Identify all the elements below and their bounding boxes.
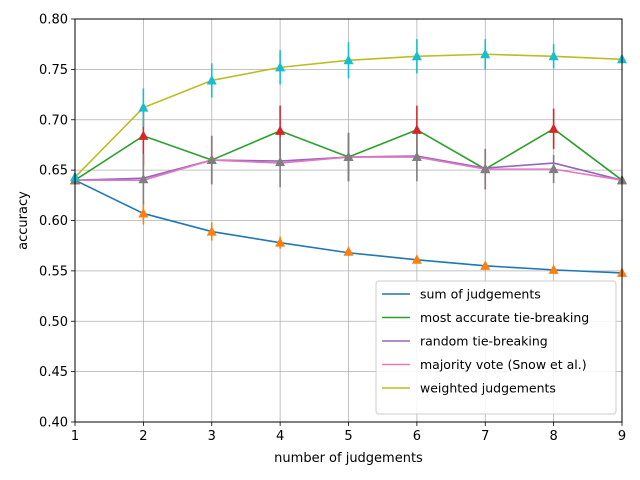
x-tick-label: 1: [71, 429, 79, 444]
data-point-marker: [411, 50, 422, 61]
y-tick-label: 0.65: [39, 164, 68, 179]
data-point-marker: [138, 173, 149, 184]
y-tick-label: 0.40: [39, 416, 68, 431]
y-tick-label: 0.60: [39, 214, 68, 229]
x-axis-ticks: 1 2 3 4 5 6 7 8 9: [71, 422, 626, 444]
y-tick-label: 0.55: [39, 264, 68, 279]
x-tick-label: 3: [208, 429, 216, 444]
legend: sum of judgements most accurate tie-break…: [375, 280, 617, 415]
data-point-marker: [343, 54, 354, 65]
data-point-marker: [206, 74, 217, 85]
x-tick-label: 4: [276, 429, 284, 444]
data-point-marker: [343, 246, 354, 256]
data-point-marker: [275, 61, 286, 72]
legend-entry-label: sum of judgements: [420, 287, 541, 302]
legend-entry-label: random tie-breaking: [420, 334, 548, 349]
x-tick-label: 7: [481, 429, 489, 444]
data-point-marker: [548, 163, 559, 174]
y-tick-label: 0.50: [39, 315, 68, 330]
data-point-marker: [275, 156, 286, 167]
data-point-marker: [138, 207, 149, 218]
data-point-marker: [138, 102, 149, 112]
data-point-marker: [411, 254, 422, 264]
x-tick-label: 8: [549, 429, 557, 444]
data-point-marker: [275, 237, 286, 247]
data-point-marker: [411, 124, 422, 134]
y-tick-label: 0.75: [39, 63, 68, 78]
y-axis-label: accuracy: [16, 191, 31, 250]
y-tick-label: 0.45: [39, 365, 68, 380]
data-point-marker: [343, 151, 354, 162]
legend-entry-label: weighted judgements: [420, 381, 556, 396]
data-point-marker: [480, 48, 491, 59]
data-point-marker: [548, 264, 559, 274]
y-axis-ticks: 0.40 0.45 0.50 0.55 0.60 0.65 0.70 0.75 0.80: [39, 13, 75, 431]
x-tick-label: 9: [618, 429, 626, 444]
data-point-marker: [275, 125, 286, 135]
x-tick-label: 6: [413, 429, 421, 444]
x-tick-label: 2: [139, 429, 147, 444]
data-point-marker: [138, 130, 149, 140]
legend-entry-label: most accurate tie-breaking: [420, 310, 589, 325]
legend-entry-label: majority vote (Snow et al.): [420, 357, 587, 372]
x-tick-label: 5: [344, 429, 352, 444]
data-point-marker: [480, 163, 491, 174]
legend-box: [375, 280, 617, 415]
y-tick-label: 0.70: [39, 113, 68, 128]
data-point-marker: [206, 154, 217, 165]
data-point-marker: [548, 123, 559, 133]
data-point-marker: [480, 260, 491, 270]
data-point-marker: [206, 226, 217, 236]
x-axis-label: number of judgements: [274, 451, 423, 466]
data-point-marker: [548, 50, 559, 61]
data-point-marker: [411, 151, 422, 162]
y-tick-label: 0.80: [39, 13, 68, 28]
